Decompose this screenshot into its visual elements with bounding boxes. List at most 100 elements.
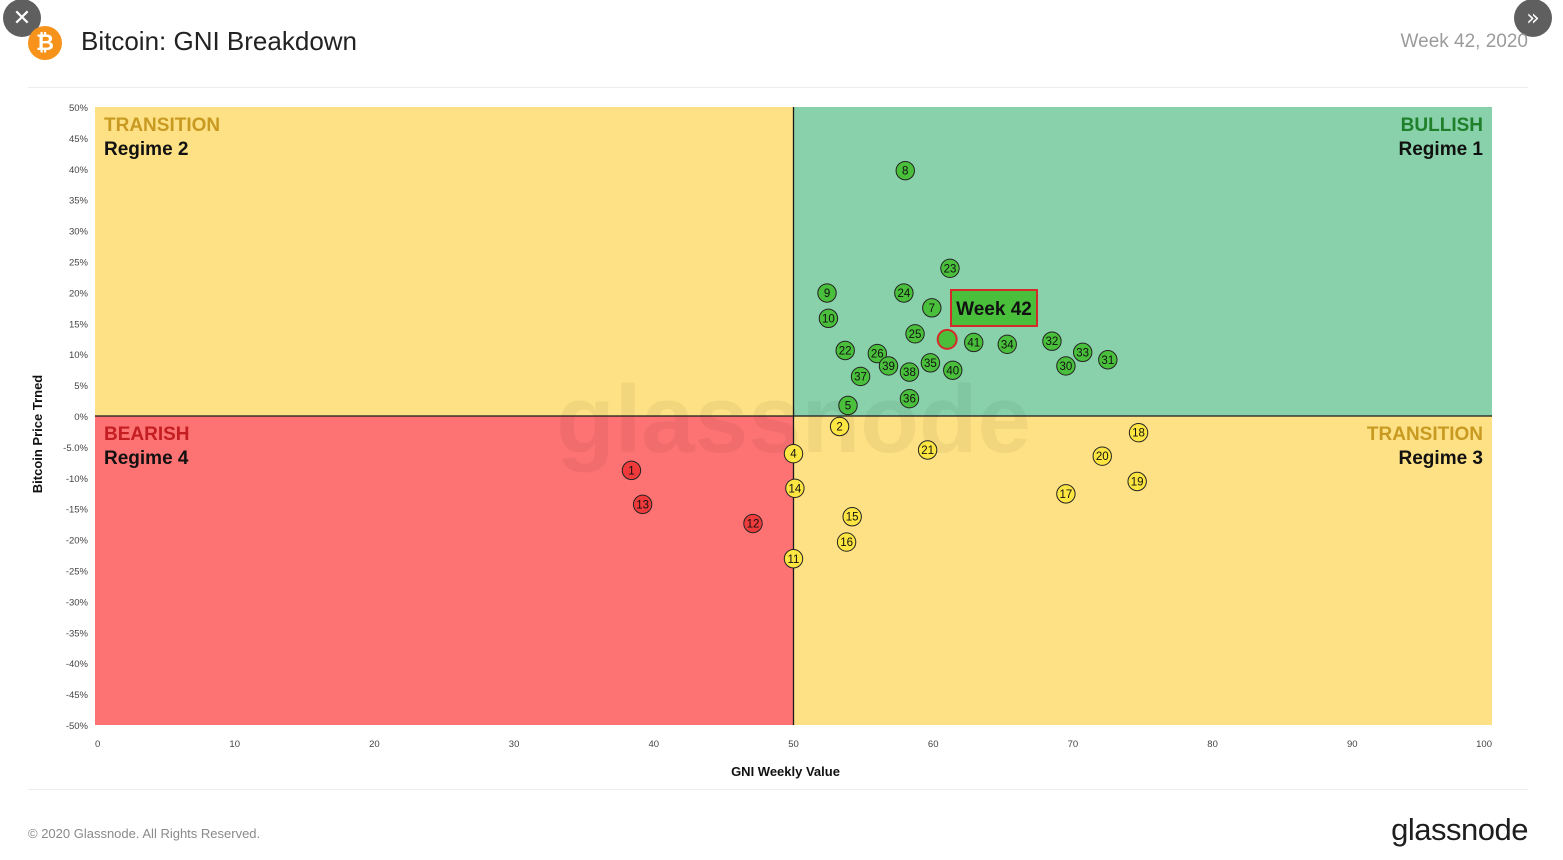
data-point-label-5: 5 (845, 400, 851, 412)
data-point-5 (838, 395, 858, 416)
data-point-30 (1056, 356, 1076, 376)
x-tick-label: 30 (509, 739, 520, 750)
y-tick-label: 10% (69, 350, 89, 361)
data-point-14 (785, 478, 805, 499)
data-point-39 (878, 356, 899, 376)
y-tick-label: 0% (74, 412, 88, 423)
y-tick-label: 50% (69, 103, 89, 114)
y-tick-label: -5.0% (63, 443, 88, 454)
copyright-text: © 2020 Glassnode. All Rights Reserved. (28, 826, 261, 841)
data-point-label-18: 18 (1132, 428, 1145, 440)
data-point-13 (632, 494, 653, 515)
data-point-16 (836, 532, 857, 552)
data-point-22 (835, 340, 855, 361)
y-tick-label: 25% (69, 258, 89, 269)
data-point-37 (850, 366, 871, 387)
data-point-label-35: 35 (924, 358, 937, 370)
data-point-34 (997, 334, 1017, 355)
x-tick-label: 40 (649, 739, 660, 750)
data-point-7 (922, 298, 942, 318)
data-point-26 (867, 343, 888, 364)
data-point-41 (964, 332, 984, 353)
quadrant-label-transition3: TRANSITION (1367, 424, 1483, 445)
data-point-11 (783, 549, 804, 569)
data-point-label-41: 41 (967, 337, 980, 349)
data-point-label-13: 13 (636, 499, 649, 511)
y-tick-label: -25% (66, 567, 89, 578)
data-point-label-12: 12 (747, 519, 760, 531)
brand-wordmark: glassnode (1391, 812, 1528, 847)
data-point-label-32: 32 (1046, 336, 1059, 348)
quadrant-transition3 (793, 416, 1492, 725)
y-tick-label: -20% (66, 536, 89, 547)
x-tick-label: 100 (1476, 739, 1492, 750)
y-tick-label: -30% (66, 597, 89, 608)
data-point-21 (917, 440, 938, 460)
y-tick-label: -45% (66, 690, 89, 701)
quadrant-label-transition2: TRANSITION (104, 115, 220, 136)
data-point-33 (1072, 342, 1093, 363)
y-tick-label: -15% (66, 505, 89, 516)
data-point-10 (818, 308, 839, 329)
current-week-callout (950, 289, 1038, 327)
current-week-callout-label: Week 42 (956, 299, 1032, 320)
close-icon: ✕ (12, 5, 32, 31)
double-chevron-right-icon: » (1526, 5, 1540, 31)
gni-scatter-chart: TRANSITION Regime 2 BULLISH Regime 1 BEARISH… (30, 103, 1492, 779)
data-point-label-9: 9 (824, 288, 830, 300)
data-point-31 (1098, 350, 1118, 370)
data-point-label-33: 33 (1076, 347, 1089, 359)
y-tick-label: -10% (66, 474, 89, 485)
quadrant-regime-transition3: Regime 3 (1399, 448, 1483, 469)
data-point-label-38: 38 (903, 367, 916, 379)
data-point-label-2: 2 (836, 422, 842, 434)
data-point-label-14: 14 (788, 483, 801, 495)
next-button[interactable]: » (1514, 0, 1552, 37)
data-point-12 (743, 513, 763, 534)
data-point-18 (1128, 422, 1149, 443)
data-point-label-4: 4 (790, 449, 797, 461)
current-week-point (936, 328, 958, 350)
data-point-label-11: 11 (788, 554, 800, 566)
data-point-label-31: 31 (1101, 355, 1114, 367)
data-point-35 (920, 353, 941, 373)
data-point-label-19: 19 (1131, 477, 1144, 489)
data-point-label-7: 7 (929, 303, 935, 315)
x-axis-title: GNI Weekly Value (731, 764, 840, 779)
y-tick-label: 45% (69, 134, 89, 145)
y-tick-label: -35% (66, 628, 89, 639)
x-tick-label: 0 (95, 739, 100, 750)
x-tick-label: 90 (1347, 739, 1358, 750)
bitcoin-logo-icon: ₿ (28, 26, 62, 60)
data-point-32 (1042, 331, 1062, 351)
data-point-1 (621, 460, 642, 481)
page-title: Bitcoin: GNI Breakdown (81, 26, 358, 56)
quadrant-label-bullish: BULLISH (1401, 115, 1483, 136)
data-point-label-26: 26 (871, 349, 884, 361)
data-point-label-16: 16 (840, 537, 853, 549)
data-point-36 (899, 388, 920, 409)
y-tick-label: 30% (69, 227, 89, 238)
data-point-label-37: 37 (854, 371, 867, 383)
data-point-38 (899, 362, 920, 382)
y-tick-label: 20% (69, 288, 89, 299)
y-tick-label: -40% (66, 659, 89, 670)
footer-divider (28, 789, 1528, 790)
data-point-label-20: 20 (1096, 451, 1109, 463)
data-point-9 (817, 283, 837, 303)
data-point-24 (894, 283, 914, 303)
x-tick-label: 70 (1068, 739, 1079, 750)
data-point-label-34: 34 (1001, 339, 1014, 351)
y-tick-label: 5% (74, 381, 88, 392)
header-divider (28, 87, 1528, 88)
close-button[interactable]: ✕ (3, 0, 41, 37)
x-tick-label: 50 (788, 739, 799, 750)
data-point-label-22: 22 (839, 345, 852, 357)
data-point-8 (895, 160, 915, 181)
y-tick-label: -50% (66, 721, 89, 732)
quadrant-transition2 (95, 107, 794, 416)
quadrant-bearish (95, 416, 794, 725)
data-point-label-17: 17 (1060, 489, 1073, 501)
data-point-23 (940, 258, 960, 278)
quadrant-regime-transition2: Regime 2 (104, 139, 188, 160)
